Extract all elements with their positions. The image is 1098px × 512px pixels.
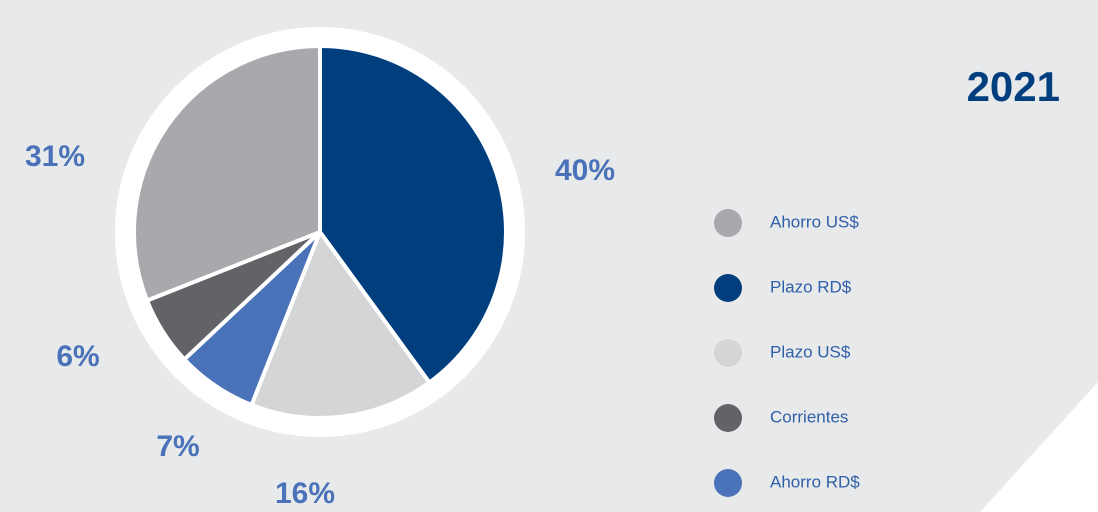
legend-label: Corrientes	[770, 407, 848, 426]
legend-marker	[714, 274, 742, 302]
pie-slice	[318, 44, 508, 385]
legend-label: Ahorro RD$	[770, 472, 860, 491]
legend-label: Plazo US$	[770, 342, 851, 361]
legend-marker	[714, 469, 742, 497]
data-label: 31%	[25, 140, 85, 173]
pie-slice	[249, 230, 432, 420]
pie-slice	[132, 44, 322, 303]
corner-shape	[980, 382, 1098, 512]
legend-label: Ahorro US$	[770, 212, 859, 231]
data-label: 6%	[56, 340, 99, 373]
legend-marker	[714, 404, 742, 432]
legend-marker	[714, 209, 742, 237]
legend-marker	[714, 339, 742, 367]
data-label: 40%	[555, 154, 615, 187]
legend-label: Plazo RD$	[770, 277, 852, 296]
data-label: 7%	[156, 430, 199, 463]
chart-title: 2021	[967, 63, 1060, 110]
data-label: 16%	[275, 477, 335, 510]
